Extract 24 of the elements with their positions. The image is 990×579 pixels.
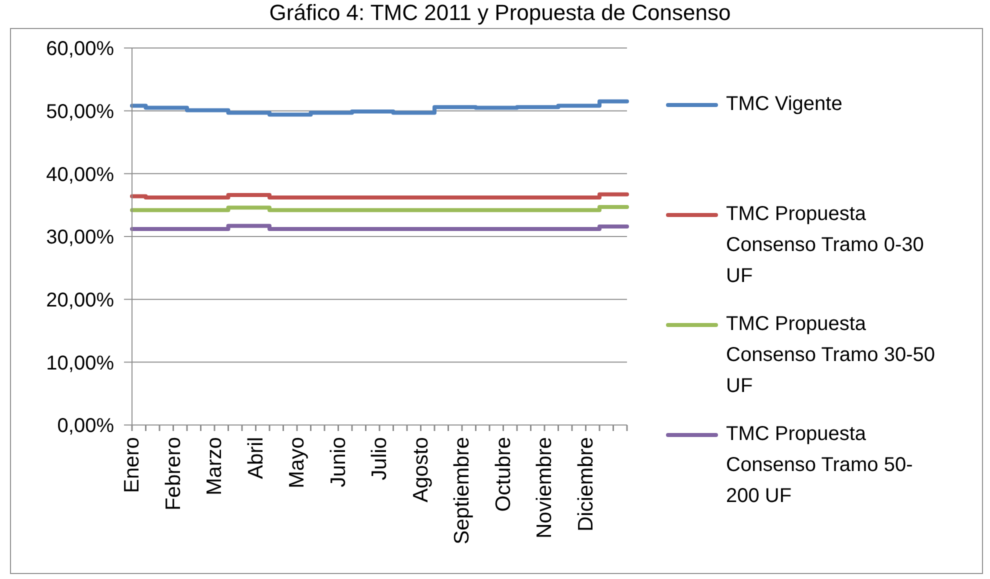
legend-label: TMC Propuesta Consenso Tramo 30-50 UF (726, 312, 936, 399)
x-tick-label: Julio (368, 437, 391, 480)
y-tick-label: 40,00% (46, 164, 114, 186)
y-tick-label: 60,00% (46, 38, 114, 60)
y-tick-label: 50,00% (46, 100, 114, 123)
y-tick-label: 20,00% (46, 289, 114, 312)
x-tick-label: Noviembre (533, 437, 556, 539)
x-tick-label: Septiembre (450, 437, 474, 544)
y-tick-label: 0,00% (57, 415, 114, 438)
x-tick-label: Enero (120, 437, 144, 494)
x-tick-label: Abril (244, 437, 268, 480)
x-tick-label: Diciembre (574, 437, 598, 532)
x-tick-label: Mayo (286, 437, 308, 488)
legend-label: TMC Propuesta Consenso Tramo 0-30 UF (726, 202, 925, 289)
x-tick-label: Junio (326, 437, 350, 488)
x-tick-label: Febrero (162, 437, 185, 511)
x-tick-label: Marzo (203, 437, 226, 496)
legend-label: TMC Propuesta Consenso Tramo 50-200 UF (726, 422, 914, 509)
legend-label: TMC Vigente (726, 92, 844, 117)
chart-title: Gráfico 4: TMC 2011 y Propuesta de Consenso (268, 0, 732, 26)
x-tick-label: Agosto (409, 437, 432, 502)
x-tick-label: Octubre (492, 437, 515, 512)
y-tick-label: 10,00% (46, 352, 114, 374)
y-tick-label: 30,00% (46, 226, 114, 249)
